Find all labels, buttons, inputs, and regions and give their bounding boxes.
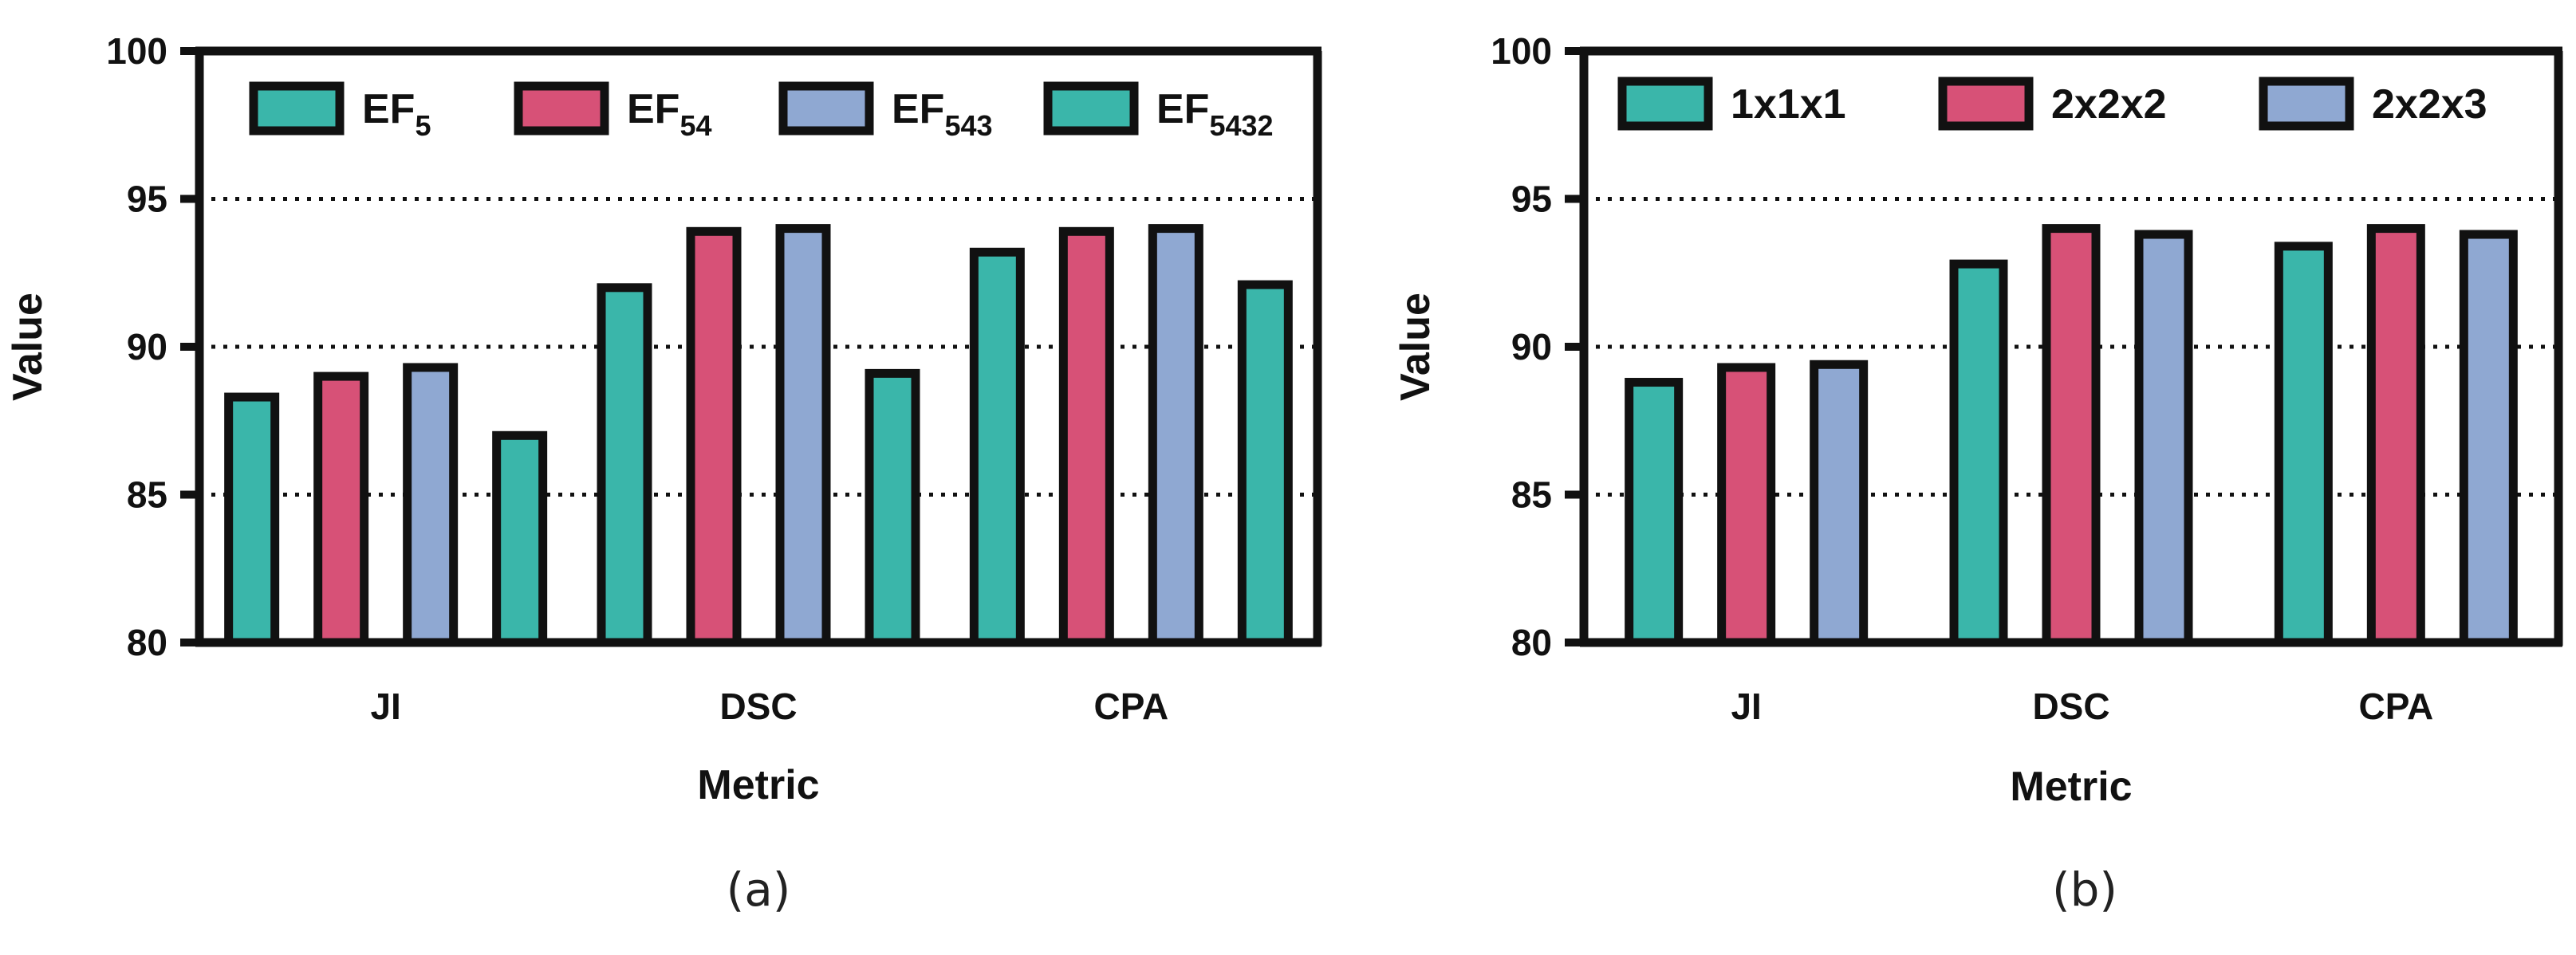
legend-label: EF54 [627, 86, 712, 142]
legend-swatch [778, 81, 874, 136]
legend-label: 2x2x3 [2372, 81, 2487, 128]
x-tick-label: JI [370, 686, 400, 727]
x-tick-label: DSC [2032, 686, 2109, 727]
bar [775, 224, 831, 647]
legend-label: EF5 [362, 86, 431, 142]
bar [2042, 224, 2101, 647]
x-axis-title: Metric [2010, 764, 2132, 810]
bar [1717, 363, 1776, 647]
legend-swatch [249, 81, 345, 136]
x-tick-label: DSC [719, 686, 797, 727]
legend-swatch [2259, 77, 2354, 131]
chart-panel-a: 80 85 90 95 100 JI DSC CPA Metric Value EF5 EF54 EF5… [5, 30, 1322, 917]
bar [313, 371, 369, 647]
x-tick-label: CPA [1093, 686, 1168, 727]
y-tick-label: 85 [127, 474, 167, 516]
y-tick-label: 100 [106, 30, 167, 72]
bar [492, 430, 548, 647]
bar [597, 283, 652, 647]
bar [2366, 224, 2425, 647]
legend-label: 2x2x2 [2051, 81, 2167, 128]
panel-caption: (a) [727, 863, 791, 917]
y-tick-label: 100 [1491, 30, 1552, 72]
x-axis-title: Metric [697, 762, 819, 808]
legend-swatch [514, 81, 609, 136]
y-tick-label: 80 [1511, 622, 1552, 663]
y-axis-title: Value [1392, 293, 1439, 401]
bar [224, 392, 280, 647]
bar [1058, 226, 1114, 647]
bar [1810, 360, 1869, 647]
bar [2134, 230, 2193, 647]
bar [686, 226, 742, 647]
bar [403, 363, 459, 647]
y-axis-title: Value [5, 293, 51, 401]
y-tick-label: 95 [127, 179, 167, 220]
bar [969, 247, 1025, 647]
y-tick-label: 80 [127, 622, 167, 663]
bar [1148, 224, 1203, 647]
legend-swatch [1617, 77, 1713, 131]
legend-label: EF543 [892, 86, 993, 142]
legend-label: EF5432 [1156, 86, 1274, 142]
legend-swatch [1938, 77, 2034, 131]
chart-panel-b: 80 85 90 95 100 JI DSC CPA Metric Value 1x1x1 2x2x2… [1392, 30, 2563, 917]
bar [2274, 242, 2333, 647]
bar [1237, 280, 1293, 647]
bar [2459, 230, 2518, 647]
y-tick-label: 90 [1511, 326, 1552, 367]
panel-caption: (b) [2052, 863, 2117, 917]
legend-swatch [1043, 81, 1139, 136]
bar [865, 368, 920, 647]
x-tick-label: JI [1731, 686, 1761, 727]
bar [1949, 259, 2008, 647]
bar [1625, 378, 1684, 647]
y-tick-label: 90 [127, 326, 167, 367]
y-tick-label: 95 [1511, 179, 1552, 220]
legend-label: 1x1x1 [1731, 81, 1846, 128]
x-tick-label: CPA [2358, 686, 2433, 727]
y-tick-label: 85 [1511, 474, 1552, 516]
